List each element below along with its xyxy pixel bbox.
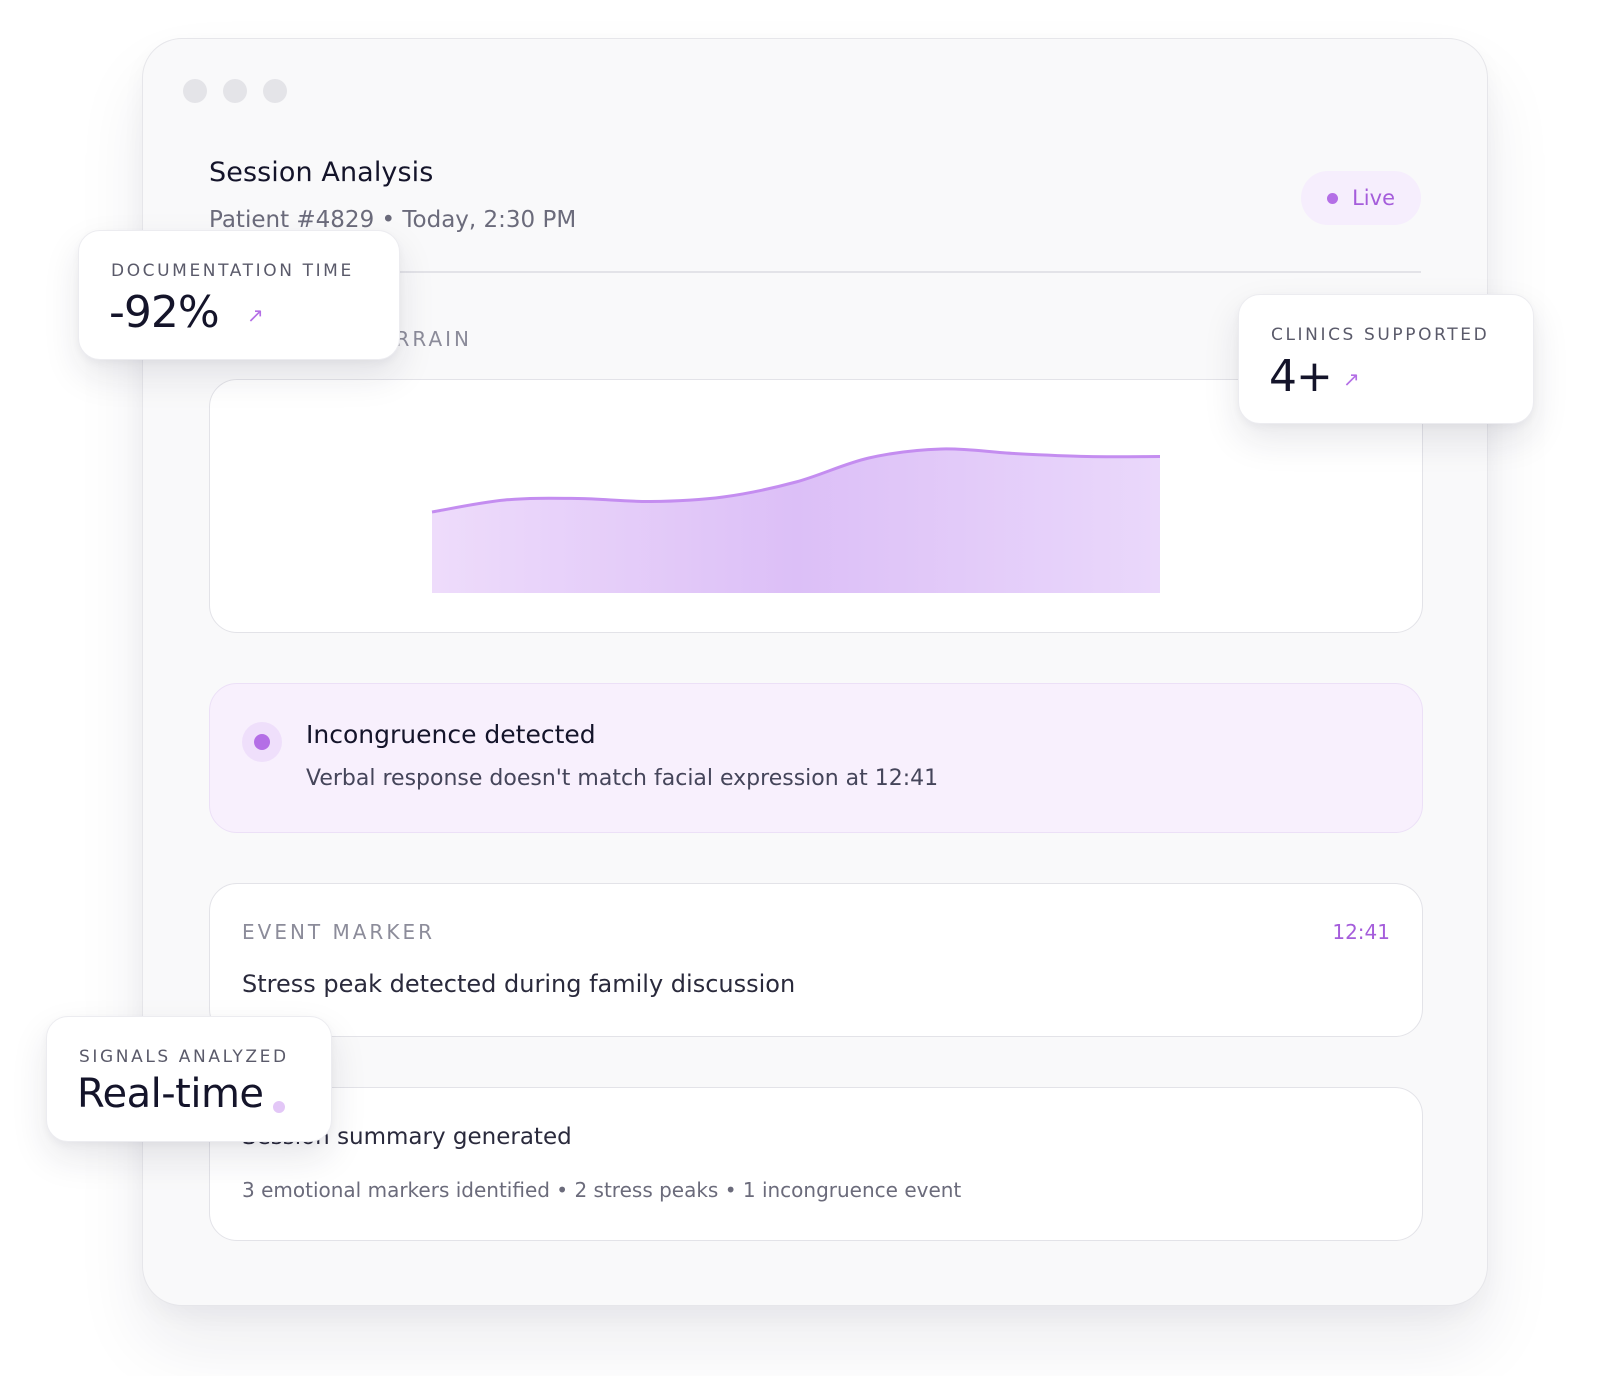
chart-svg [431, 447, 1161, 593]
stat-label: DOCUMENTATION TIME [111, 261, 354, 281]
window-controls [183, 79, 287, 103]
emotional-terrain-chart [209, 379, 1423, 633]
session-summary-card[interactable]: Session summary generated 3 emotional ma… [209, 1087, 1423, 1241]
live-dot-icon [1327, 192, 1339, 204]
stat-card-documentation-time: DOCUMENTATION TIME -92% ↗ [78, 230, 400, 360]
page-title: Session Analysis [209, 157, 434, 188]
session-subtitle: Patient #4829 • Today, 2:30 PM [209, 207, 577, 233]
header-divider [209, 271, 1421, 273]
pulse-dot-icon [273, 1101, 285, 1113]
session-window: Session Analysis Patient #4829 • Today, … [142, 38, 1488, 1306]
live-status-label: Live [1352, 186, 1395, 210]
window-maximize-dot[interactable] [263, 79, 287, 103]
stat-label: CLINICS SUPPORTED [1271, 325, 1490, 345]
summary-details: 3 emotional markers identified • 2 stres… [242, 1178, 962, 1202]
alert-title: Incongruence detected [306, 720, 596, 749]
event-marker-card[interactable]: EVENT MARKER 12:41 Stress peak detected … [209, 883, 1423, 1037]
window-minimize-dot[interactable] [223, 79, 247, 103]
alert-dot-icon [254, 734, 270, 750]
alert-icon [242, 722, 282, 762]
live-status-badge: Live [1301, 171, 1421, 225]
stat-value: Real-time [77, 1071, 264, 1117]
arrow-up-right-icon: ↗ [247, 303, 264, 327]
stat-value: -92% [109, 287, 220, 338]
event-marker-label: EVENT MARKER [242, 920, 435, 944]
chart-area [432, 448, 1160, 593]
stat-label: SIGNALS ANALYZED [79, 1047, 289, 1067]
alert-description: Verbal response doesn't match facial exp… [306, 766, 939, 791]
window-close-dot[interactable] [183, 79, 207, 103]
stat-card-signals-analyzed: SIGNALS ANALYZED Real-time [46, 1016, 332, 1142]
arrow-up-right-icon: ↗ [1343, 367, 1360, 391]
event-timestamp[interactable]: 12:41 [1332, 920, 1390, 944]
stat-value: 4+ [1269, 351, 1333, 402]
chart-series-line [431, 447, 1161, 514]
stat-card-clinics-supported: CLINICS SUPPORTED 4+ ↗ [1238, 294, 1534, 424]
incongruence-alert[interactable]: Incongruence detected Verbal response do… [209, 683, 1423, 833]
event-description: Stress peak detected during family discu… [242, 970, 796, 998]
